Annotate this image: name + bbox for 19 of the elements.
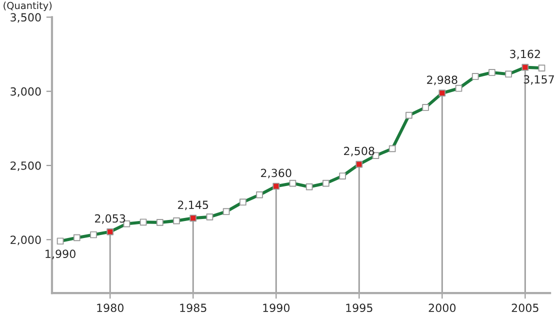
- x-tick-label: 1985: [180, 304, 206, 312]
- data-label: 1,990: [46, 250, 76, 260]
- data-label: 2,145: [178, 200, 208, 210]
- data-label: 2,508: [344, 146, 374, 156]
- data-label: 2,360: [261, 168, 292, 178]
- y-axis-title: (Quantity): [4, 2, 52, 12]
- data-label: 2,988: [427, 76, 458, 86]
- data-label: 3,157: [524, 75, 554, 85]
- x-tick-label: 2005: [512, 304, 538, 312]
- x-tick-label: 1990: [263, 304, 290, 312]
- y-tick-label: 2,500: [10, 161, 41, 171]
- x-tick-label: 2000: [428, 304, 456, 312]
- y-tick-label: 3,500: [10, 13, 41, 23]
- data-label: 2,053: [95, 214, 126, 224]
- y-tick-label: 2,000: [10, 236, 41, 246]
- data-label: 3,162: [510, 50, 540, 60]
- x-tick-label: 1995: [346, 304, 372, 312]
- x-tick-label: 1980: [97, 304, 124, 312]
- y-tick-label: 3,000: [10, 87, 41, 97]
